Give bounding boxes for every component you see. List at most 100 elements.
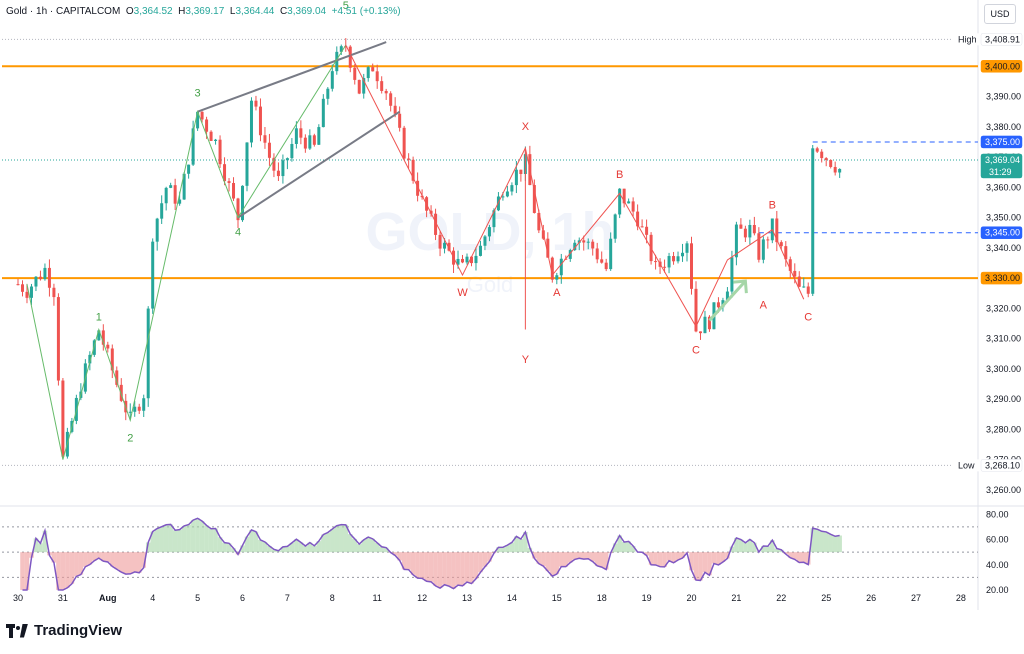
rsi-overbought-fill (774, 548, 780, 553)
projection-arrowhead (733, 279, 748, 294)
wave-label-green: 3 (195, 88, 201, 100)
candle (254, 95, 258, 111)
candle (380, 76, 384, 94)
rsi-overbought-fill (298, 542, 304, 553)
x-tick-label: 31 (58, 593, 68, 603)
rsi-oversold-fill (590, 552, 595, 562)
rsi-oversold-fill (689, 552, 694, 571)
tradingview-logo[interactable]: TradingView (6, 622, 122, 639)
candle (694, 281, 698, 333)
candle (61, 377, 65, 459)
candle (748, 219, 752, 245)
candle (137, 403, 141, 415)
rsi-overbought-fill (837, 535, 842, 553)
rsi-overbought-fill (823, 531, 829, 553)
rsi-overbought-fill (761, 545, 766, 553)
rsi-oversold-fill (541, 552, 546, 567)
candle (411, 156, 415, 184)
rsi-tick-label: 20.00 (986, 585, 1009, 595)
candle (249, 97, 253, 148)
candle (510, 182, 514, 196)
rsi-oversold-fill (141, 552, 146, 568)
candle (766, 236, 770, 249)
candle (276, 162, 280, 182)
rsi-oversold-fill (437, 552, 443, 589)
rsi-overbought-fill (217, 537, 223, 553)
symbol-header: Gold · 1h · CAPITALCOM O3,364.52 H3,369.… (6, 6, 401, 17)
candle (465, 253, 469, 265)
rsi-overbought-fill (312, 545, 317, 553)
wave-label-red: W (457, 287, 468, 299)
rsi-overbought-fill (514, 536, 519, 553)
currency-button[interactable]: USD (984, 4, 1016, 24)
wave-label-red: X (522, 121, 530, 133)
y-tick-label: 3,310.00 (986, 334, 1021, 344)
rsi-oversold-fill (451, 552, 456, 589)
x-tick-label: Aug (99, 593, 117, 603)
rsi-oversold-fill (469, 552, 474, 584)
rsi-overbought-fill (154, 528, 160, 553)
rsi-overbought-fill (729, 546, 735, 553)
candle (371, 63, 375, 72)
candle (398, 106, 402, 132)
candle (402, 125, 406, 160)
rsi-oversold-fill (24, 552, 30, 590)
candle (577, 237, 581, 251)
rsi-overbought-fill (352, 538, 357, 553)
rsi-overbought-fill (819, 531, 824, 553)
rsi-oversold-fill (74, 552, 79, 577)
candle (640, 219, 644, 228)
candle (155, 217, 159, 251)
x-tick-label: 28 (956, 593, 966, 603)
rsi-overbought-fill (33, 538, 39, 553)
rsi-oversold-fill (581, 552, 586, 560)
rsi-oversold-fill (415, 552, 420, 579)
rsi-overbought-fill (208, 528, 214, 553)
candle (209, 130, 213, 141)
rsi-oversold-fill (653, 552, 658, 565)
rsi-overbought-fill (752, 542, 757, 553)
low-value: 3,364.44 (235, 6, 275, 17)
candle (384, 88, 388, 100)
price-badge-value: 3,330.00 (985, 273, 1020, 283)
wave-label-red: Y (522, 354, 530, 366)
rsi-overbought-fill (240, 545, 245, 553)
candle (164, 186, 168, 211)
rsi-oversold-fill (675, 552, 681, 560)
rsi-overbought-fill (294, 539, 299, 553)
candle (366, 66, 370, 82)
candle (636, 204, 640, 231)
candle (815, 146, 819, 154)
rsi-overbought-fill (316, 541, 322, 553)
rsi-oversold-fill (563, 552, 569, 567)
candle (375, 64, 379, 89)
wedge-trendline (237, 110, 401, 219)
rsi-oversold-fill (132, 552, 137, 572)
candle (258, 98, 262, 142)
rsi-oversold-fill (51, 552, 57, 563)
candle (290, 138, 294, 162)
rsi-oversold-fill (680, 552, 685, 559)
tradingview-icon (6, 623, 28, 638)
rsi-oversold-fill (123, 552, 129, 575)
x-tick-label: 30 (13, 593, 23, 603)
candle (788, 256, 792, 279)
rsi-overbought-fill (258, 539, 263, 553)
rsi-overbought-fill (195, 518, 200, 553)
candle (690, 236, 693, 295)
rsi-oversold-fill (446, 552, 452, 587)
candle (128, 403, 132, 421)
candle (555, 272, 559, 285)
rsi-overbought-fill (743, 542, 748, 553)
rsi-overbought-fill (348, 534, 353, 553)
candle (600, 251, 604, 264)
rsi-oversold-fill (424, 552, 429, 582)
rsi-oversold-fill (577, 552, 582, 559)
x-tick-label: 12 (417, 593, 427, 603)
wave-label-green: 4 (235, 227, 241, 239)
candle (838, 168, 842, 178)
y-tick-label: 3,340.00 (986, 243, 1021, 253)
symbol-name[interactable]: Gold · 1h · CAPITALCOM (6, 6, 121, 17)
rsi-overbought-fill (231, 548, 236, 553)
